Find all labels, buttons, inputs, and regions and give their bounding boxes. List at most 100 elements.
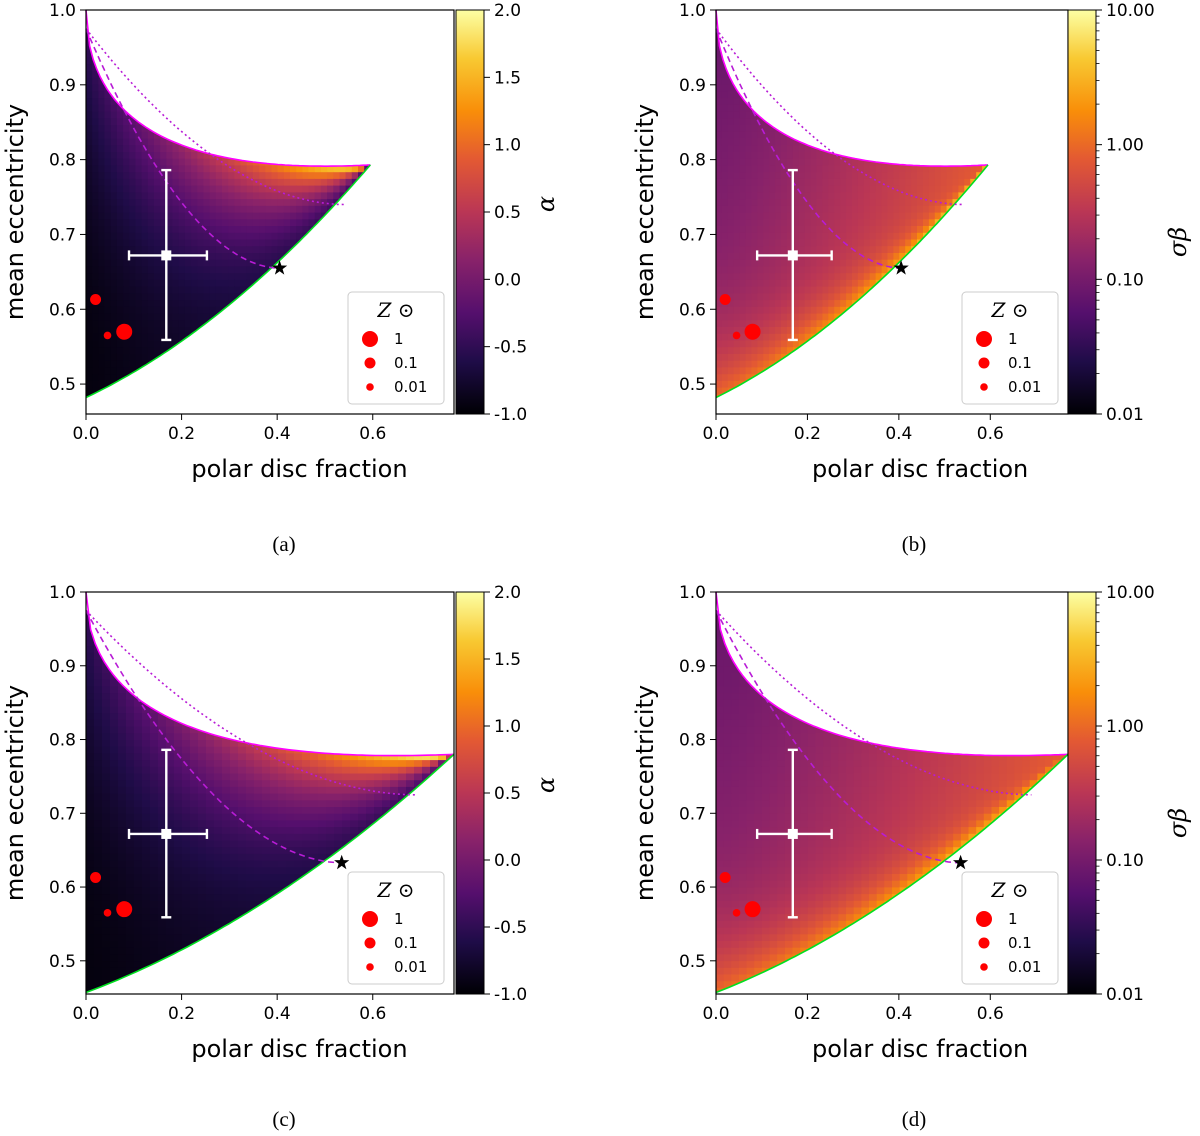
- heatmap-cell: [126, 712, 135, 720]
- heatmap-cell: [727, 380, 735, 388]
- heatmap-cell: [154, 205, 161, 213]
- heatmap-cell: [141, 131, 149, 139]
- heatmap-cell: [763, 232, 770, 240]
- heatmap-cell: [150, 699, 159, 707]
- heatmap-cell: [716, 232, 723, 240]
- heatmap-cell: [899, 853, 908, 861]
- heatmap-cell: [863, 272, 871, 280]
- heatmap-cell: [830, 846, 840, 854]
- heatmap-cell: [86, 900, 95, 908]
- heatmap-cell: [810, 259, 818, 267]
- heatmap-cell: [342, 839, 351, 848]
- heatmap-cell: [746, 772, 755, 781]
- heatmap-cell: [716, 373, 723, 381]
- heatmap-cell: [94, 699, 103, 707]
- heatmap-cell: [147, 158, 155, 166]
- heatmap-cell: [769, 853, 778, 861]
- heatmap-cell: [716, 306, 723, 314]
- heatmap-cell: [887, 178, 894, 186]
- heatmap-cell: [310, 786, 319, 794]
- heatmap-cell: [899, 225, 906, 233]
- heatmap-cell: [92, 198, 99, 206]
- heatmap-cell: [110, 726, 119, 734]
- heatmap-cell: [733, 117, 741, 125]
- heatmap-cell: [838, 839, 847, 848]
- heatmap-cell: [98, 393, 106, 398]
- heatmap-cell: [116, 313, 124, 321]
- heatmap-cell: [784, 726, 794, 734]
- heatmap-cell: [102, 853, 111, 861]
- heatmap-cell: [182, 752, 191, 761]
- heatmap-cell: [215, 265, 223, 274]
- heatmap-cell: [763, 104, 770, 112]
- heatmap-cell: [892, 739, 901, 747]
- heatmap-cell: [116, 124, 124, 132]
- heatmap-cell: [892, 766, 901, 774]
- heatmap-cell: [277, 212, 285, 220]
- heatmap-cell: [757, 191, 764, 200]
- heatmap-cell: [262, 813, 271, 821]
- heatmap-cell: [158, 739, 167, 747]
- heatmap-cell: [240, 286, 248, 294]
- heatmap-cell: [869, 893, 878, 901]
- heatmap-cell: [214, 880, 223, 888]
- heatmap-cell: [234, 218, 242, 226]
- heatmap-cell: [174, 953, 183, 962]
- heatmap-cell: [262, 752, 271, 761]
- heatmap-cell: [751, 339, 758, 348]
- heatmap-cell: [857, 158, 865, 166]
- heatmap-cell: [876, 813, 885, 821]
- heatmap-cell: [182, 712, 191, 720]
- heatmap-cell: [254, 880, 263, 888]
- heatmap-cell: [271, 245, 279, 253]
- heatmap-cell: [958, 178, 965, 186]
- heatmap-cell: [102, 813, 111, 821]
- heatmap-cell: [147, 191, 155, 200]
- heatmap-cell: [166, 779, 175, 787]
- heatmap-cell: [270, 806, 279, 814]
- heatmap-cell: [757, 104, 764, 112]
- heatmap-cell: [191, 238, 198, 247]
- heatmap-cell: [863, 252, 871, 260]
- heatmap-cell: [129, 137, 137, 146]
- heatmap-cell: [310, 826, 319, 834]
- heatmap-cell: [739, 286, 747, 294]
- x-tick-label: 0.2: [168, 1004, 195, 1024]
- heatmap-cell: [246, 726, 255, 734]
- heatmap-cell: [215, 218, 223, 226]
- heatmap-cell: [723, 940, 732, 948]
- heatmap-cell: [840, 185, 847, 193]
- heatmap-cell: [838, 900, 847, 908]
- heatmap-cell: [98, 171, 106, 179]
- heatmap-cell: [174, 712, 183, 720]
- heatmap-cell: [265, 171, 273, 179]
- heatmap-cell: [86, 131, 93, 139]
- heatmap-cell: [206, 779, 215, 787]
- heatmap-cell: [334, 793, 343, 801]
- heatmap-cell: [792, 933, 801, 941]
- heatmap-cell: [810, 185, 818, 193]
- heatmap-cell: [727, 124, 735, 132]
- heatmap-cell: [853, 759, 862, 767]
- heatmap-cell: [308, 218, 316, 226]
- heatmap-cell: [769, 819, 778, 828]
- heatmap-cell: [262, 806, 271, 814]
- heatmap-cell: [246, 279, 254, 287]
- heatmap-cell: [881, 286, 889, 294]
- heatmap-cell: [214, 913, 223, 921]
- heatmap-cell: [150, 759, 159, 767]
- heatmap-cell: [203, 279, 211, 287]
- heatmap-cell: [777, 739, 786, 747]
- heatmap-cell: [800, 880, 809, 888]
- heatmap-cell: [754, 799, 763, 807]
- heatmap-cell: [102, 947, 111, 955]
- heatmap-cell: [135, 313, 143, 321]
- heatmap-cell: [147, 198, 155, 206]
- heatmap-cell: [810, 292, 818, 301]
- heatmap-cell: [123, 144, 130, 152]
- heatmap-cell: [899, 880, 908, 888]
- heatmap-cell: [118, 746, 127, 754]
- heatmap-cell: [238, 819, 247, 828]
- heatmap-cell: [86, 171, 93, 179]
- heatmap-cell: [800, 833, 809, 841]
